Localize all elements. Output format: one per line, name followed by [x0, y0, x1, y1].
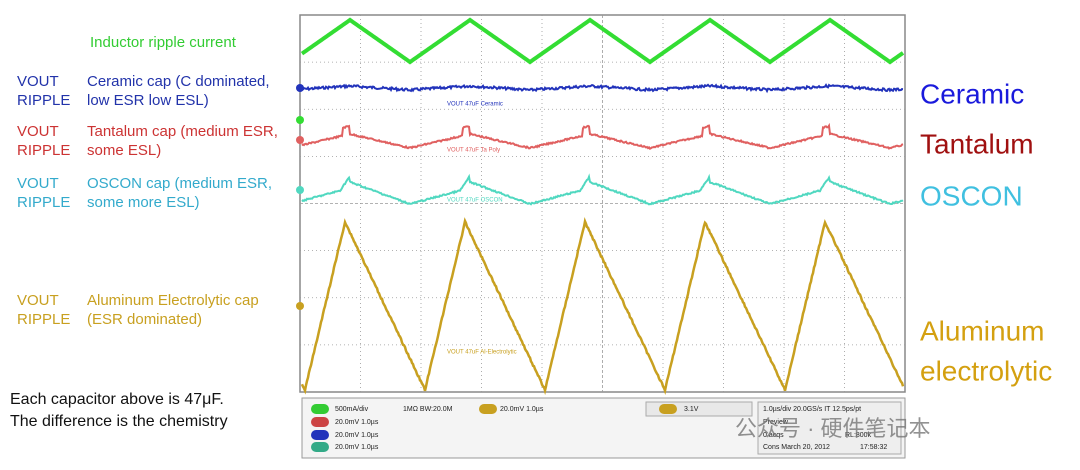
- row-tag: RIPPLE: [17, 311, 70, 328]
- status-text: 20.0mV 1.0µs: [335, 419, 379, 426]
- status-text: 20.0mV 1.0µs: [335, 432, 379, 439]
- status-text: 1MΩ BW:20.0M: [403, 406, 453, 413]
- trace-label: VOUT 47uF OSCON: [447, 198, 503, 204]
- row-desc: Tantalum cap (medium ESR,: [87, 123, 278, 140]
- electrolytic-wave: [300, 217, 905, 396]
- right-label: electrolytic: [920, 355, 1052, 386]
- trace-label: VOUT 47uF Ceramic: [447, 102, 503, 108]
- row-tag: VOUT: [17, 175, 59, 192]
- row-tag: VOUT: [17, 73, 59, 90]
- status-text: 20.0mV 1.0µs: [335, 444, 379, 451]
- row-tag: VOUT: [17, 123, 59, 140]
- channel-marker: [296, 186, 304, 194]
- note: Each capacitor above is 47μF.: [10, 391, 224, 408]
- status-text: Cons March 20, 2012: [763, 444, 830, 451]
- watermark: 公众号 · 硬件笔记本: [735, 416, 931, 441]
- row-desc: Aluminum Electrolytic cap: [87, 292, 259, 309]
- status-text: 20.0mV 1.0µs: [500, 406, 544, 413]
- trace-label: VOUT 47uF Ta Poly: [447, 148, 500, 154]
- channel-badge: [311, 442, 329, 452]
- channel-marker: [296, 302, 304, 310]
- channel-marker: [296, 84, 304, 92]
- right-label: Ceramic: [920, 78, 1024, 109]
- row-desc: Ceramic cap (C dominated,: [87, 73, 270, 90]
- right-label: Aluminum: [920, 315, 1044, 346]
- status-text: 0 acqs: [763, 432, 784, 439]
- tantalum-wave: [301, 122, 904, 150]
- row-tag: RIPPLE: [17, 194, 70, 211]
- right-label: Tantalum: [920, 128, 1034, 159]
- row-desc: low ESR low ESL): [87, 92, 209, 109]
- status-text: 17:58:32: [860, 444, 887, 451]
- channel-badge: [479, 404, 497, 414]
- row-desc: some more ESL): [87, 194, 200, 211]
- channel-badge: [659, 404, 677, 414]
- status-text: RL:800k: [845, 432, 872, 439]
- channel-badge: [311, 417, 329, 427]
- channel-marker: [296, 136, 304, 144]
- channel-badge: [311, 430, 329, 440]
- inductor-label: Inductor ripple current: [90, 34, 237, 51]
- row-desc: some ESL): [87, 142, 161, 159]
- timebase-box: [757, 401, 902, 455]
- ceramic-wave: [301, 83, 904, 94]
- status-text: 500mA/div: [335, 406, 369, 413]
- row-desc: OSCON cap (medium ESR,: [87, 175, 272, 192]
- oscon-wave: [301, 173, 904, 206]
- status-text: 1.0µs/div 20.0GS/s IT 12.5ps/pt: [763, 406, 861, 413]
- status-text: 3.1V: [684, 406, 699, 413]
- trace-label: VOUT 47uF Al-Electrolytic: [447, 350, 517, 356]
- right-label: OSCON: [920, 180, 1023, 211]
- inductor-wave: [300, 17, 905, 65]
- row-tag: VOUT: [17, 292, 59, 309]
- status-text: Preview: [763, 419, 789, 426]
- row-desc: (ESR dominated): [87, 311, 202, 328]
- row-tag: RIPPLE: [17, 142, 70, 159]
- channel-badge: [311, 404, 329, 414]
- note: The difference is the chemistry: [10, 413, 228, 430]
- channel-marker: [296, 116, 304, 124]
- row-tag: RIPPLE: [17, 92, 70, 109]
